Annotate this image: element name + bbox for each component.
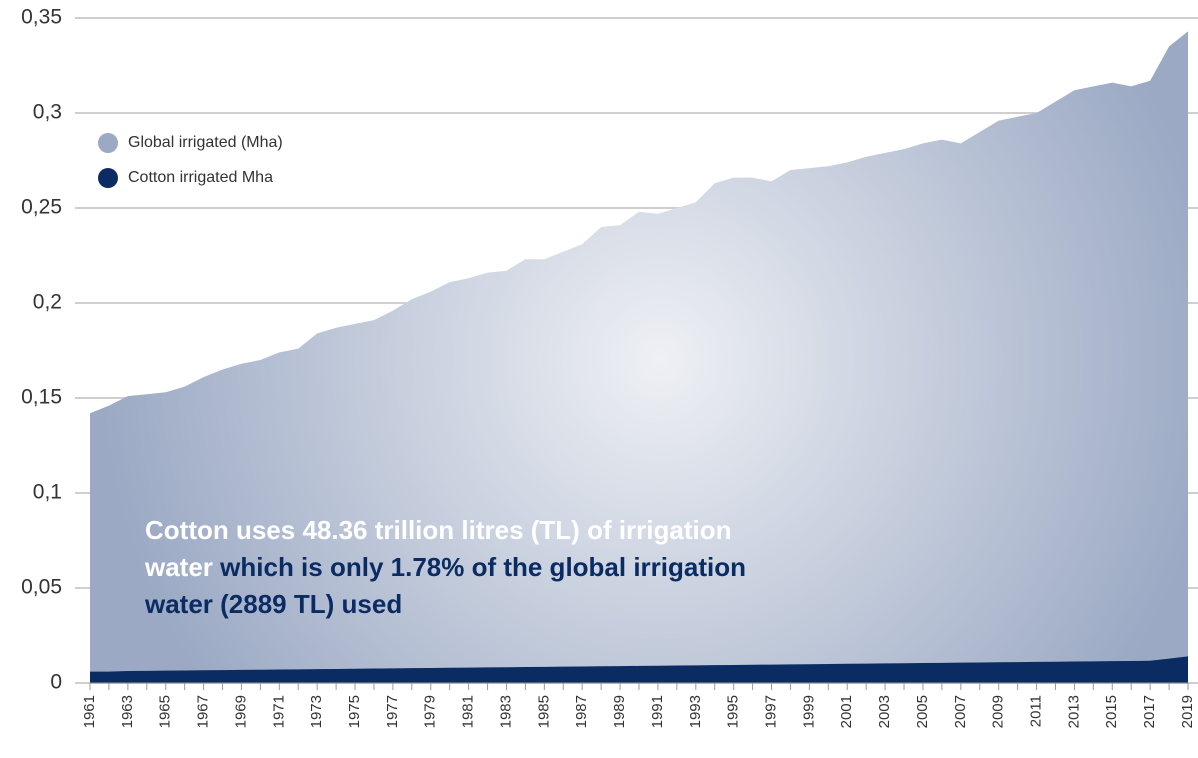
x-tick-label: 1997 (762, 695, 779, 728)
x-tick-label: 2015 (1103, 695, 1120, 728)
y-tick-label: 0,35 (21, 6, 62, 29)
x-tick-label: 1999 (800, 695, 817, 728)
x-tick-label: 1967 (195, 695, 212, 728)
y-tick-label: 0,15 (21, 386, 62, 409)
y-tick-label: 0,1 (33, 481, 62, 504)
y-tick-label: 0,25 (21, 196, 62, 219)
x-tick-label: 1975 (346, 695, 363, 728)
y-tick-label: 0,2 (33, 291, 62, 314)
legend-label: Global irrigated (Mha) (128, 134, 283, 151)
x-tick-label: 1971 (270, 695, 287, 728)
annotation-rest: which is only 1.78% of the global irriga… (145, 552, 747, 619)
y-tick-label: 0 (50, 671, 62, 694)
x-tick-label: 2019 (1179, 695, 1196, 728)
legend-swatch (98, 168, 118, 188)
x-tick-label: 1977 (384, 695, 401, 728)
legend-swatch (98, 133, 118, 153)
x-tick-label: 2017 (1141, 695, 1158, 728)
legend-label: Cotton irrigated Mha (128, 169, 273, 186)
annotation-highlight: Cotton uses 48.36 trillion litres (TL) o… (145, 515, 732, 582)
x-tick-label: 1993 (687, 695, 704, 728)
x-tick-label: 2001 (838, 695, 855, 728)
x-tick-label: 1989 (611, 695, 628, 728)
x-tick-label: 1983 (497, 695, 514, 728)
annotation: Cotton uses 48.36 trillion litres (TL) o… (145, 512, 755, 623)
x-tick-label: 2009 (990, 695, 1007, 728)
x-tick-label: 1985 (535, 695, 552, 728)
x-tick-label: 1979 (422, 695, 439, 728)
x-tick-label: 2013 (1065, 695, 1082, 728)
x-tick-label: 1961 (81, 695, 98, 728)
x-tick-label: 1973 (308, 695, 325, 728)
x-tick-label: 1995 (725, 695, 742, 728)
x-tick-label: 1965 (157, 695, 174, 728)
x-tick-label: 1987 (573, 695, 590, 728)
area (90, 31, 1188, 684)
y-tick-label: 0,3 (33, 101, 62, 124)
x-tick-label: 2003 (876, 695, 893, 728)
x-tick-label: 2005 (914, 695, 931, 728)
x-tick-label: 1969 (232, 695, 249, 728)
x-tick-label: 2011 (1028, 695, 1045, 727)
x-tick-label: 2007 (952, 695, 969, 728)
x-tick-label: 1963 (119, 695, 136, 728)
area (90, 656, 1188, 683)
x-tick-label: 1991 (649, 695, 666, 728)
y-tick-label: 0,05 (21, 576, 62, 599)
x-tick-label: 1981 (460, 695, 477, 728)
